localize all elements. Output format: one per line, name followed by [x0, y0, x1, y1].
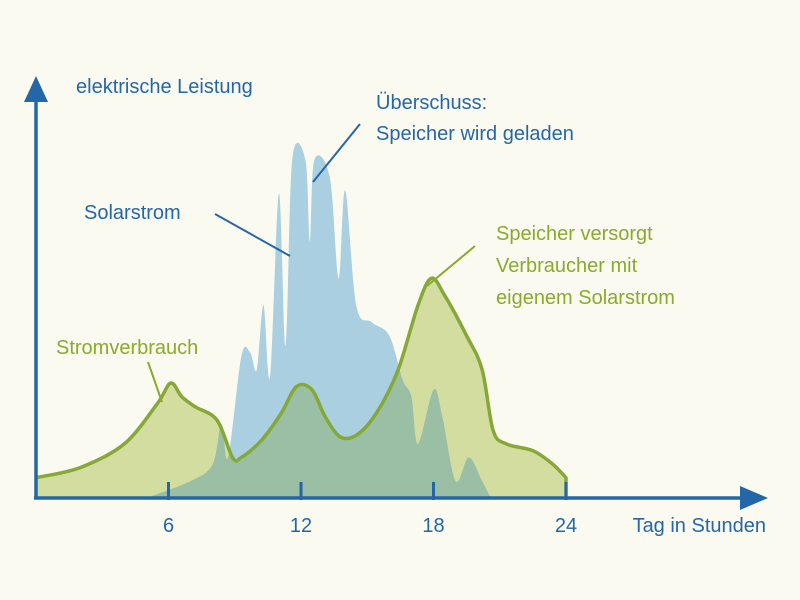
surplus-label-line2: Speicher wird geladen [376, 123, 574, 145]
consumption-pointer [147, 361, 163, 403]
x-tick-label-6: 6 [163, 515, 174, 537]
x-axis-ticks: 6 12 18 24 [163, 482, 577, 537]
x-tick-label-18: 18 [422, 515, 444, 537]
storage-label-line3: eigenem Solarstrom [496, 287, 675, 309]
storage-pointer [426, 245, 476, 287]
surplus-pointer [312, 123, 361, 183]
x-tick-label-24: 24 [555, 515, 577, 537]
consumption-label: Stromverbrauch [56, 337, 198, 359]
consumption-line [35, 276, 568, 498]
storage-label-line1: Speicher versorgt [496, 223, 653, 245]
solar-label: Solarstrom [84, 202, 181, 224]
x-axis-label: Tag in Stunden [633, 515, 766, 537]
solar-pointer [214, 213, 291, 257]
x-axis [34, 486, 768, 510]
x-axis-arrow-icon [740, 486, 768, 510]
y-axis-label: elektrische Leistung [76, 76, 253, 98]
surplus-label-line1: Überschuss: [376, 92, 487, 114]
storage-label-line2: Verbraucher mit [496, 255, 638, 277]
x-tick-label-12: 12 [290, 515, 312, 537]
y-axis-arrow-icon [24, 76, 48, 102]
y-axis [24, 76, 48, 498]
